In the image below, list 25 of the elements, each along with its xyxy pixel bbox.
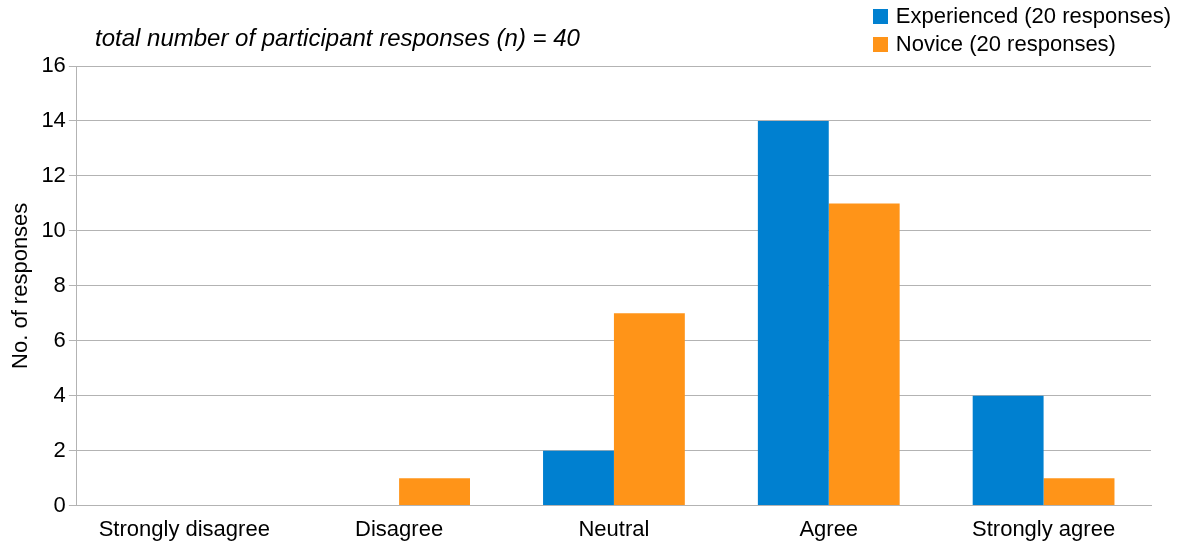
y-tick-label: 8 <box>53 271 66 297</box>
y-tick-label: 6 <box>53 326 66 352</box>
x-tick-label: Neutral <box>578 515 650 541</box>
y-tick-label: 12 <box>41 161 66 187</box>
y-tick-label: 2 <box>53 436 66 462</box>
bar <box>972 395 1044 506</box>
bar <box>399 478 470 506</box>
y-tick-label: 4 <box>53 381 66 407</box>
y-tick-label: 16 <box>41 52 66 78</box>
legend-label: Experienced (20 responses) <box>895 3 1171 29</box>
chart-title: total number of participant responses (n) = 40 <box>95 24 580 52</box>
y-tick-label: 14 <box>41 107 66 133</box>
bar <box>613 313 685 506</box>
y-tick-label: 0 <box>53 491 66 517</box>
bar <box>757 120 829 506</box>
bar <box>828 203 900 506</box>
x-tick-label: Disagree <box>355 515 444 541</box>
x-tick-label: Agree <box>799 515 859 541</box>
x-tick-label: Strongly disagree <box>98 515 270 541</box>
bar <box>1043 478 1115 506</box>
y-tick-label: 10 <box>41 216 66 242</box>
legend-label: Novice (20 responses) <box>895 31 1116 57</box>
x-tick-label: Strongly agree <box>972 515 1116 541</box>
y-axis-title: No. of responses <box>7 202 33 369</box>
bar <box>543 450 614 506</box>
